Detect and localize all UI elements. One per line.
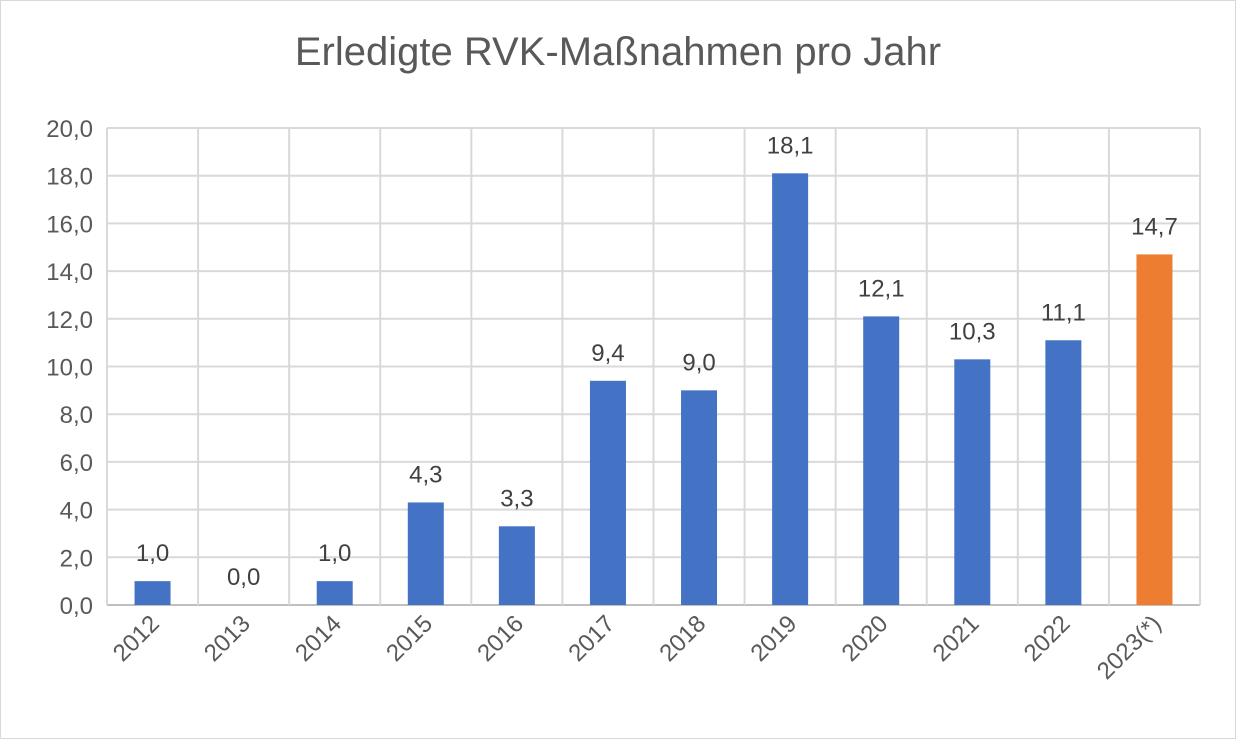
x-tick-label: 2012: [108, 610, 165, 667]
chart-title: Erledigte RVK-Maßnahmen pro Jahr: [294, 30, 942, 74]
x-tick-label: 2022: [1019, 610, 1076, 667]
data-label: 14,7: [1131, 213, 1178, 240]
x-tick-label: 2014: [290, 610, 347, 667]
bars: [134, 173, 1173, 605]
bar-2014: [316, 581, 353, 605]
data-label: 3,3: [500, 485, 533, 512]
bar-2015: [407, 502, 444, 605]
y-tick-label: 16,0: [46, 211, 93, 238]
data-label: 0,0: [227, 564, 260, 591]
bar-2022: [1045, 340, 1082, 605]
x-tick-label: 2023(*): [1092, 610, 1167, 685]
x-tick-label: 2020: [837, 610, 894, 667]
y-tick-label: 8,0: [60, 402, 93, 429]
y-tick-label: 6,0: [60, 450, 93, 477]
x-tick-label: 2019: [746, 610, 803, 667]
y-tick-label: 14,0: [46, 259, 93, 286]
y-tick-label: 0,0: [60, 593, 93, 620]
x-tick-label: 2021: [928, 610, 985, 667]
y-tick-label: 4,0: [60, 498, 93, 525]
x-tick-label: 2015: [381, 610, 438, 667]
data-label: 4,3: [409, 461, 442, 488]
data-label: 1,0: [318, 540, 351, 567]
bar-2020: [863, 316, 900, 605]
x-tick-label: 2016: [472, 610, 529, 667]
bar-2023: [1136, 254, 1173, 605]
data-label: 9,0: [682, 349, 715, 376]
y-tick-label: 12,0: [46, 307, 93, 334]
gridlines: [106, 127, 1201, 606]
y-tick-label: 10,0: [46, 355, 93, 382]
data-label: 9,4: [591, 340, 624, 367]
bar-2017: [589, 380, 626, 605]
bar-2018: [681, 390, 718, 605]
x-tick-label: 2013: [199, 610, 256, 667]
y-axis-tick-labels: 0,0 2,0 4,0 6,0 8,0 10,0 12,0 14,0 16,0 18,0 20,0: [46, 116, 93, 620]
data-label: 1,0: [136, 540, 169, 567]
data-label: 18,1: [767, 132, 814, 159]
bar-2019: [772, 173, 809, 605]
bar-2021: [954, 359, 991, 605]
y-tick-label: 2,0: [60, 545, 93, 572]
y-tick-label: 18,0: [46, 164, 93, 191]
x-axis-tick-labels: 2012 2013 2014 2015 2016 2017 2018 2019 2020 2021…: [108, 610, 1167, 685]
data-label: 10,3: [949, 318, 996, 345]
data-labels: 1,0 0,0 1,0 4,3 3,3 9,4 9,0 18,1 12,1 10,3 11,1 14,…: [136, 132, 1178, 591]
data-label: 12,1: [858, 275, 905, 302]
x-tick-label: 2018: [654, 610, 711, 667]
bar-2016: [498, 526, 535, 605]
x-tick-label: 2017: [563, 610, 620, 667]
bar-2012: [134, 581, 171, 605]
data-label: 11,1: [1041, 299, 1086, 326]
y-tick-label: 20,0: [46, 116, 93, 143]
